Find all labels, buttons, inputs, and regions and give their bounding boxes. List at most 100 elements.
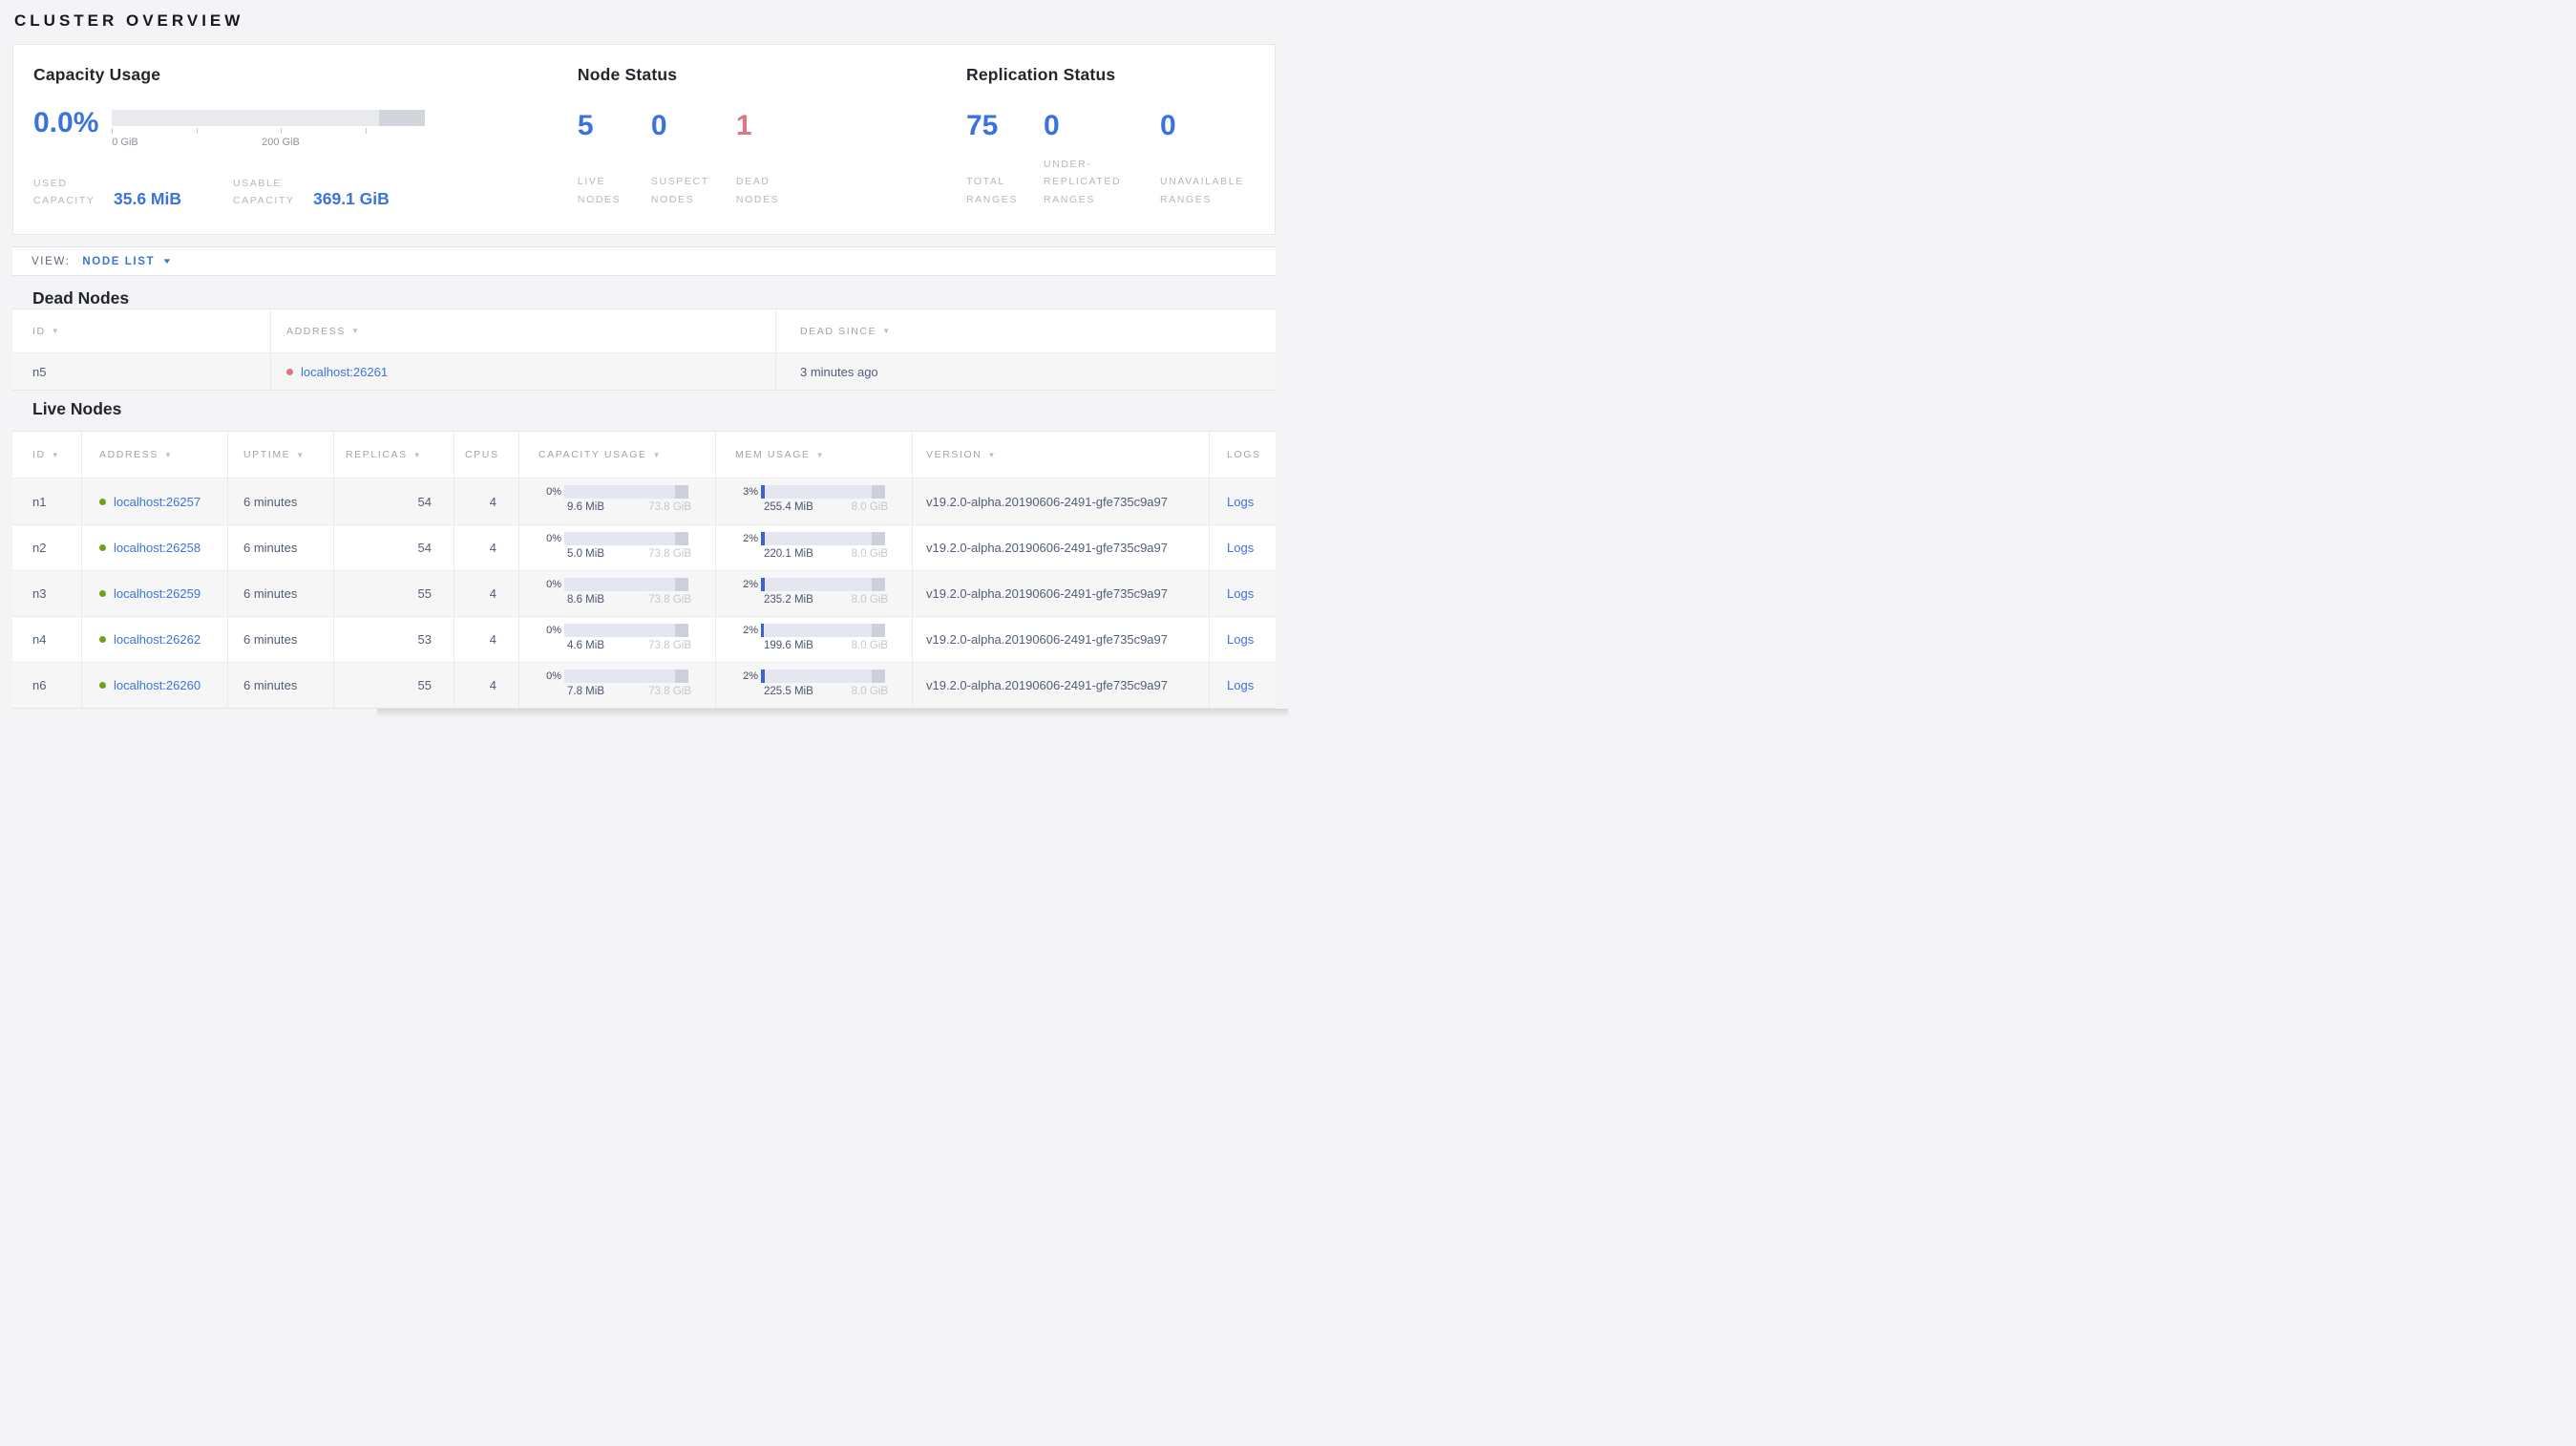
node-cpus: 4	[454, 617, 518, 662]
usable-capacity-value: 369.1 GiB	[313, 188, 390, 208]
node-logs-cell: Logs	[1209, 525, 1276, 570]
capacity-minibar	[564, 624, 688, 637]
used-capacity-value: 35.6 MiB	[114, 188, 181, 208]
logs-link[interactable]: Logs	[1227, 678, 1255, 692]
capacity-minibar	[564, 578, 688, 591]
node-capacity-usage-gauge: 0% 5.0 MiB 73.8 GiB	[518, 525, 715, 570]
unavailable-ranges-count: 0	[1160, 110, 1176, 141]
node-replicas: 53	[333, 617, 454, 662]
node-address-link[interactable]: localhost:26259	[114, 586, 201, 601]
live-col-header-version[interactable]: VERSION ▼	[912, 432, 1209, 478]
bottom-scroll-shadow	[377, 709, 1288, 717]
live-col-header-id[interactable]: ID ▼	[32, 449, 61, 460]
capacity-other-segment	[674, 578, 688, 591]
node-version: v19.2.0-alpha.20190606-2491-gfe735c9a97	[912, 663, 1209, 708]
node-address-cell: localhost:26260	[81, 663, 227, 708]
live-node-row: n2 localhost:26258 6 minutes 54 4 0% 5.0…	[12, 524, 1276, 570]
capacity-bar-other-segment	[379, 110, 425, 126]
live-node-row: n4 localhost:26262 6 minutes 53 4 0% 4.6…	[12, 616, 1276, 662]
page-title: CLUSTER OVERVIEW	[14, 11, 244, 30]
under-replicated-ranges-label: UNDER-REPLICATED RANGES	[1044, 158, 1122, 205]
capacity-minibar	[564, 485, 688, 499]
logs-link[interactable]: Logs	[1227, 586, 1255, 601]
node-address-link[interactable]: localhost:26260	[114, 678, 201, 692]
view-selector-dropdown[interactable]: NODE LIST ▼	[82, 256, 173, 267]
dead-nodes-label: DEAD NODES	[735, 176, 780, 205]
logs-link[interactable]: Logs	[1227, 494, 1255, 509]
capacity-used-percent: 0.0%	[33, 107, 99, 138]
capacity-percent-label: 0%	[546, 486, 561, 498]
mem-other-segment	[871, 578, 885, 591]
mem-minibar	[761, 485, 885, 499]
chevron-down-icon: ▼	[161, 257, 173, 266]
live-col-header-logs: LOGS	[1209, 432, 1276, 478]
capacity-axis-labels: 0 GiB 200 GiB	[112, 137, 425, 150]
live-status-dot-icon	[99, 590, 106, 597]
live-status-dot-icon	[99, 682, 106, 689]
capacity-total-value: 73.8 GiB	[648, 501, 691, 513]
logs-link[interactable]: Logs	[1227, 541, 1255, 555]
total-ranges-label: TOTAL RANGES	[966, 176, 1018, 205]
dead-node-address-cell: localhost:26261	[270, 353, 775, 390]
logs-link[interactable]: Logs	[1227, 632, 1255, 647]
replication-status-section: Replication Status 75 0 0 TOTAL RANGES U…	[966, 45, 1275, 234]
dead-col-header-address[interactable]: ADDRESS ▼	[270, 309, 775, 352]
dead-nodes-count: 1	[735, 110, 752, 141]
dead-nodes-header-row: ID ▼ ADDRESS ▼ DEAD SINCE ▼	[12, 309, 1276, 353]
mem-other-segment	[871, 485, 885, 499]
sort-desc-icon: ▼	[51, 327, 61, 335]
node-id: n2	[32, 541, 47, 555]
dead-col-header-dead-since[interactable]: DEAD SINCE ▼	[775, 309, 1276, 352]
live-col-header-mem-usage[interactable]: MEM USAGE ▼	[715, 432, 912, 478]
node-address-link[interactable]: localhost:26258	[114, 541, 201, 555]
node-version: v19.2.0-alpha.20190606-2491-gfe735c9a97	[912, 478, 1209, 524]
node-mem-usage-gauge: 2% 220.1 MiB 8.0 GiB	[715, 525, 912, 570]
dead-col-header-id[interactable]: ID ▼	[32, 325, 61, 337]
mem-minibar	[761, 624, 885, 637]
mem-other-segment	[871, 532, 885, 545]
used-capacity-label: USED CAPACITY	[33, 178, 95, 207]
node-version: v19.2.0-alpha.20190606-2491-gfe735c9a97	[912, 617, 1209, 662]
node-status-title: Node Status	[577, 65, 678, 84]
live-nodes-count: 5	[577, 110, 594, 141]
node-address-link[interactable]: localhost:26262	[114, 632, 201, 647]
total-ranges-count: 75	[966, 110, 999, 141]
node-address-link[interactable]: localhost:26257	[114, 494, 201, 509]
live-col-header-uptime[interactable]: UPTIME ▼	[227, 432, 333, 478]
sort-desc-icon: ▼	[350, 327, 361, 335]
capacity-minibar	[564, 670, 688, 683]
live-col-header-replicas[interactable]: REPLICAS ▼	[333, 432, 454, 478]
node-uptime: 6 minutes	[227, 617, 333, 662]
live-node-row: n1 localhost:26257 6 minutes 54 4 0% 9.6…	[12, 478, 1276, 524]
dead-node-dead-since: 3 minutes ago	[775, 353, 1276, 390]
sort-desc-icon: ▼	[51, 450, 61, 459]
node-mem-usage-gauge: 2% 235.2 MiB 8.0 GiB	[715, 571, 912, 616]
live-nodes-header-row: ID ▼ ADDRESS ▼ UPTIME ▼ REPLICAS ▼ CPUS CAPA…	[12, 432, 1276, 478]
axis-label-200gib: 200 GiB	[262, 137, 300, 148]
live-status-dot-icon	[99, 544, 106, 551]
node-address-cell: localhost:26257	[81, 478, 227, 524]
live-col-header-capacity-usage[interactable]: CAPACITY USAGE ▼	[518, 432, 715, 478]
live-node-row: n6 localhost:26260 6 minutes 55 4 0% 7.8…	[12, 662, 1276, 708]
live-col-header-address[interactable]: ADDRESS ▼	[81, 432, 227, 478]
dead-status-dot-icon	[286, 368, 293, 375]
node-id: n4	[32, 632, 47, 647]
mem-minibar	[761, 670, 885, 683]
live-nodes-label: LIVE NODES	[577, 176, 622, 205]
sort-desc-icon: ▼	[815, 450, 826, 459]
node-capacity-usage-gauge: 0% 8.6 MiB 73.8 GiB	[518, 571, 715, 616]
mem-percent-label: 3%	[743, 486, 758, 498]
mem-total-value: 8.0 GiB	[851, 501, 888, 513]
node-logs-cell: Logs	[1209, 478, 1276, 524]
node-mem-usage-gauge: 2% 199.6 MiB 8.0 GiB	[715, 617, 912, 662]
dead-node-id: n5	[32, 364, 47, 379]
capacity-axis-ticks	[112, 128, 425, 134]
node-capacity-usage-gauge: 0% 7.8 MiB 73.8 GiB	[518, 663, 715, 708]
dead-node-address-link[interactable]: localhost:26261	[301, 364, 389, 379]
sort-desc-icon: ▼	[163, 450, 174, 459]
live-node-row: n3 localhost:26259 6 minutes 55 4 0% 8.6…	[12, 570, 1276, 616]
node-id: n6	[32, 678, 47, 692]
live-nodes-heading: Live Nodes	[32, 399, 122, 418]
capacity-other-segment	[674, 485, 688, 499]
view-label: VIEW:	[32, 255, 71, 267]
